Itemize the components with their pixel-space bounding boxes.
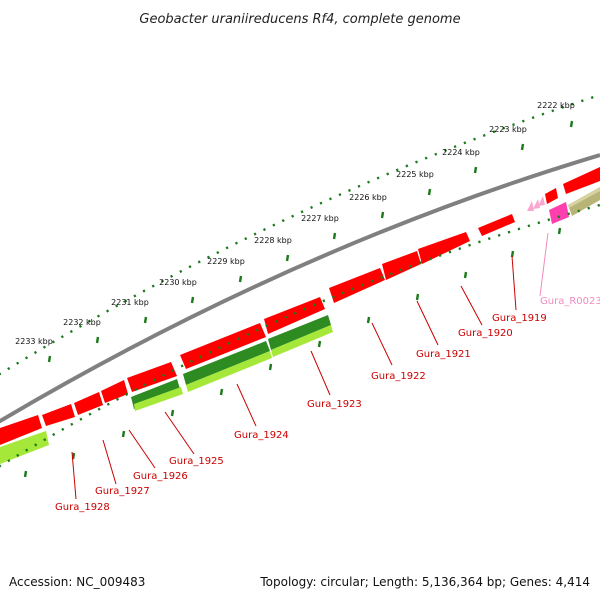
tick-mark <box>47 355 52 363</box>
gene-label[interactable]: Gura_1923 <box>307 399 362 410</box>
inner-tick-mark <box>366 316 371 324</box>
footer-accession: Accession: NC_009483 <box>9 575 145 589</box>
gene-block <box>0 415 42 445</box>
gene-track <box>0 167 600 445</box>
inner-tick-mark <box>121 430 126 438</box>
cds-block-dark <box>183 341 270 385</box>
label-leader-line <box>511 255 517 311</box>
inner-tick-marks <box>23 227 562 478</box>
tick-marks: 2222 kbp 2223 kbp 2224 kbp 2225 kbp 2226 kbp… <box>15 101 575 363</box>
tick-label: 2231 kbp <box>111 298 149 307</box>
gene-label[interactable]: Gura_1921 <box>416 349 471 360</box>
gene-label[interactable]: Gura_1924 <box>234 430 289 441</box>
cds-block-light <box>134 387 183 411</box>
inner-tick-mark <box>170 409 175 417</box>
tick-label: 2229 kbp <box>207 257 245 266</box>
label-leader-line <box>128 429 156 469</box>
gene-label[interactable]: Gura_1928 <box>55 502 110 513</box>
tick-label: 2225 kbp <box>396 170 434 179</box>
gene-label[interactable]: Gura_1925 <box>169 456 224 467</box>
cds-block-light <box>186 351 272 392</box>
tick-label: 2223 kbp <box>489 125 527 134</box>
tick-mark <box>473 166 478 174</box>
label-leader-line <box>164 411 195 455</box>
cds-block-dark <box>268 315 331 350</box>
tick-label: 2233 kbp <box>15 337 53 346</box>
gene-label[interactable]: Gura_1920 <box>458 328 513 339</box>
rna-feature-arrow <box>533 199 540 209</box>
gene-block <box>478 214 515 236</box>
outer-tick-track <box>0 93 600 376</box>
inner-tick-mark <box>317 340 322 348</box>
misc-feature-block-shade <box>568 187 600 208</box>
tick-label: 2228 kbp <box>254 236 292 245</box>
gene-label[interactable]: Gura_1927 <box>95 486 150 497</box>
tick-mark <box>238 275 243 283</box>
inner-tick-mark <box>415 293 420 301</box>
inner-tick-mark <box>71 452 76 460</box>
inner-tick-mark <box>23 470 28 478</box>
label-leader-line <box>102 439 117 485</box>
label-leaders <box>71 232 549 500</box>
label-leader-line <box>71 451 77 500</box>
gene-labels: Gura_R0023 Gura_1919 Gura_1920 Gura_1921 Gur… <box>55 296 600 513</box>
gene-label[interactable]: Gura_1926 <box>133 471 188 482</box>
rna-feature <box>549 202 569 224</box>
tick-label: 2227 kbp <box>301 214 339 223</box>
label-leader-line <box>310 350 331 396</box>
gene-block <box>545 188 558 204</box>
label-leader-line <box>460 285 483 326</box>
gene-block <box>74 392 103 415</box>
label-leader-line <box>539 232 549 297</box>
tick-mark <box>520 143 525 151</box>
gene-label[interactable]: Gura_1922 <box>371 371 426 382</box>
inner-tick-mark <box>557 227 562 235</box>
map-title: Geobacter uraniireducens Rf4, complete g… <box>139 12 460 27</box>
cds-track <box>0 315 333 464</box>
gene-block <box>42 404 75 426</box>
outer-tick-dots <box>0 93 600 376</box>
gene-block <box>127 362 177 392</box>
tick-label: 2224 kbp <box>442 148 480 157</box>
tick-mark <box>427 188 432 196</box>
genome-backbone <box>0 153 600 424</box>
gene-block <box>563 167 600 194</box>
label-leader-line <box>236 383 257 427</box>
gene-block <box>329 268 385 303</box>
inner-tick-mark <box>268 363 273 371</box>
tick-label: 2226 kbp <box>349 193 387 202</box>
tick-label: 2230 kbp <box>159 278 197 287</box>
tick-label: 2222 kbp <box>537 101 575 110</box>
gene-block <box>382 251 421 280</box>
inner-tick-mark <box>463 271 468 279</box>
gene-label[interactable]: Gura_1919 <box>492 313 547 324</box>
tick-mark <box>332 232 337 240</box>
tick-mark <box>285 254 290 262</box>
tick-mark <box>190 296 195 304</box>
inner-tick-mark <box>219 388 224 396</box>
cds-block-light <box>0 431 49 464</box>
label-leader-line <box>416 300 439 346</box>
tick-mark <box>569 120 574 128</box>
footer-topology: Topology: circular; Length: 5,136,364 bp… <box>259 575 590 589</box>
gene-block <box>418 232 470 264</box>
tick-mark <box>380 211 385 219</box>
gene-label[interactable]: Gura_R0023 <box>540 296 600 307</box>
label-leader-line <box>371 322 393 366</box>
tick-label: 2232 kbp <box>63 318 101 327</box>
tick-mark <box>143 316 148 324</box>
gene-block <box>264 297 325 334</box>
cds-block-light <box>271 325 333 357</box>
gene-block <box>101 380 128 403</box>
rna-feature-arrow <box>527 201 534 211</box>
tick-mark <box>95 336 100 344</box>
rna-feature-arrow <box>538 196 545 206</box>
